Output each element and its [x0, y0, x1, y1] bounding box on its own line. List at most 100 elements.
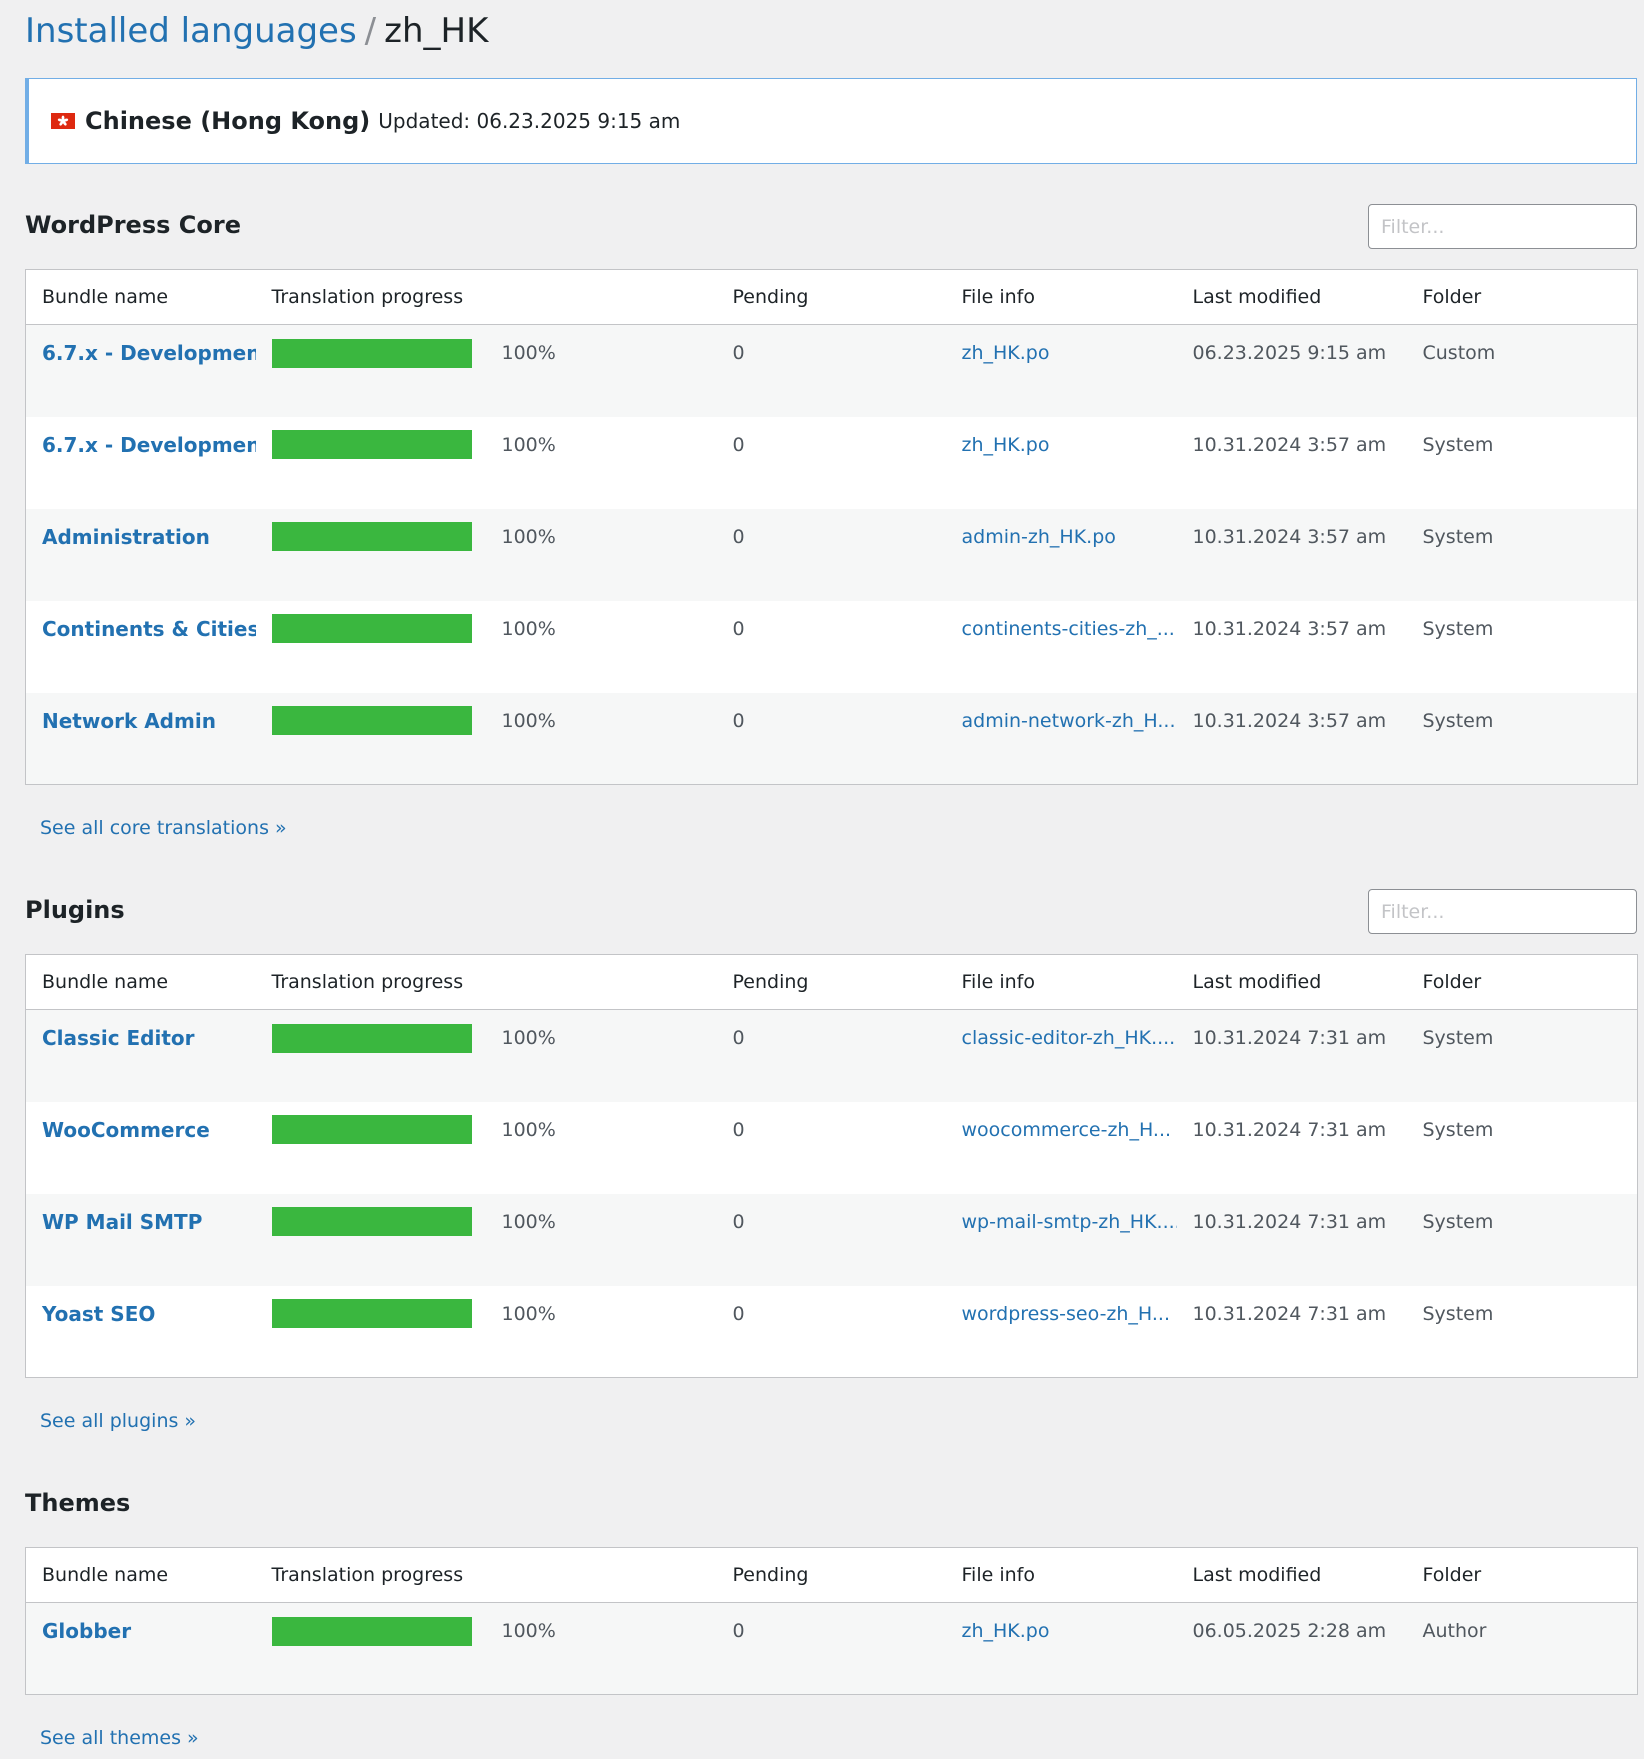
language-banner: Chinese (Hong Kong) Updated: 06.23.2025 …	[25, 78, 1637, 164]
last-modified: 10.31.2024 7:31 am	[1192, 1027, 1387, 1049]
progress-track	[271, 1023, 472, 1053]
file-link[interactable]: classic-editor-zh_HK....	[961, 1027, 1176, 1049]
cell: 6.7.x - Development	[25, 324, 256, 417]
cell: 10.31.2024 3:57 am	[1177, 417, 1407, 509]
see-all-row: See all core translations »	[25, 785, 1637, 849]
cell: 100%	[255, 324, 717, 417]
cell: Yoast SEO	[26, 1286, 256, 1378]
file-link[interactable]: woocommerce-zh_H...	[961, 1118, 1172, 1141]
progress-percent: 100%	[501, 1027, 556, 1049]
cell: wordpress-seo-zh_H...	[946, 1286, 1177, 1378]
header-row: Bundle name Translation progress Pending Fi…	[25, 954, 1638, 1010]
cell: 100%	[255, 1193, 717, 1286]
bundle-name[interactable]: Globber	[42, 1619, 132, 1643]
header-row: Bundle name Translation progress Pending Fi…	[25, 269, 1638, 325]
bundle-table: Bundle name Translation progress Pending Fi…	[25, 1547, 1638, 1695]
file-link[interactable]: wordpress-seo-zh_H...	[961, 1302, 1171, 1325]
progress-percent: 100%	[501, 1620, 556, 1642]
progress: 100%	[271, 1115, 717, 1144]
section-header: Themes	[25, 1442, 1637, 1547]
cell: 10.31.2024 3:57 am	[1177, 601, 1407, 693]
pending-count: 0	[732, 709, 745, 732]
cell: 10.31.2024 7:31 am	[1176, 1193, 1407, 1286]
cell: Classic Editor	[25, 1009, 256, 1102]
filter-input[interactable]	[1368, 204, 1637, 249]
bundle-name[interactable]: 6.7.x - Development	[42, 341, 256, 365]
progress: 100%	[271, 1616, 717, 1646]
progress-track	[271, 1616, 472, 1646]
table-body: Globber 100% 0 zh_HK.po 06.05.2025 2:28 am Au…	[25, 1602, 1638, 1695]
progress: 100%	[271, 338, 717, 368]
bundle-name[interactable]: WooCommerce	[42, 1117, 210, 1142]
cell: WP Mail SMTP	[25, 1193, 256, 1286]
file-link[interactable]: zh_HK.po	[961, 433, 1050, 456]
breadcrumb-link[interactable]: Installed languages	[25, 11, 357, 51]
file-link[interactable]: zh_HK.po	[961, 1620, 1050, 1642]
progress-track	[271, 614, 472, 643]
cell: 0	[716, 1193, 946, 1286]
file-link[interactable]: admin-zh_HK.po	[961, 525, 1116, 548]
cell: 0	[717, 1102, 946, 1194]
progress-track	[271, 1299, 472, 1328]
column-header: Last modified	[1176, 269, 1407, 325]
column-header: File info	[945, 269, 1177, 325]
cell: Custom	[1406, 324, 1638, 417]
breadcrumb-current: zh_HK	[384, 11, 489, 51]
cell: 06.05.2025 2:28 am	[1176, 1602, 1407, 1695]
progress-percent: 100%	[501, 1118, 556, 1141]
progress-track	[271, 430, 472, 459]
pending-count: 0	[732, 1027, 745, 1049]
progress-bar	[271, 430, 472, 459]
folder: System	[1422, 709, 1494, 732]
cell: classic-editor-zh_HK....	[945, 1009, 1177, 1102]
column-header: Last modified	[1176, 954, 1407, 1010]
column-header: Translation progress	[255, 1547, 717, 1603]
bundle-row: Continents & Cities 100% 0 continents-citie…	[26, 601, 1638, 693]
cell: 0	[717, 1286, 946, 1378]
bundle-name[interactable]: 6.7.x - Development	[42, 432, 256, 457]
column-header: Translation progress	[255, 954, 717, 1010]
folder: System	[1422, 1027, 1494, 1049]
cell: 100%	[255, 508, 717, 601]
column-header: Folder	[1406, 1547, 1638, 1603]
last-modified: 10.31.2024 7:31 am	[1192, 1210, 1387, 1233]
column-header: Folder	[1406, 954, 1638, 1010]
filter-input[interactable]	[1368, 889, 1637, 934]
file-link[interactable]: continents-cities-zh_...	[961, 617, 1175, 640]
last-modified: 10.31.2024 7:31 am	[1192, 1302, 1387, 1325]
folder: Author	[1422, 1620, 1487, 1642]
cell: 10.31.2024 3:57 am	[1176, 508, 1407, 601]
cell: System	[1406, 692, 1638, 785]
cell: 0	[717, 417, 946, 509]
bundle-name[interactable]: Administration	[42, 524, 210, 549]
progress-bar	[271, 522, 472, 551]
bundle-name[interactable]: WP Mail SMTP	[42, 1209, 203, 1234]
file-link[interactable]: wp-mail-smtp-zh_HK....	[961, 1210, 1177, 1233]
bundle-name[interactable]: Classic Editor	[42, 1026, 195, 1050]
bundle-row: Network Admin 100% 0 admin-network-zh_H... 1…	[25, 692, 1638, 785]
file-link[interactable]: zh_HK.po	[961, 342, 1050, 364]
see-all-row: See all themes »	[25, 1695, 1637, 1759]
cell: 10.31.2024 7:31 am	[1176, 1009, 1407, 1102]
see-all-link[interactable]: See all themes »	[40, 1727, 199, 1749]
section-header: WordPress Core	[25, 164, 1637, 269]
last-modified: 06.05.2025 2:28 am	[1192, 1620, 1387, 1642]
see-all-link[interactable]: See all core translations »	[40, 817, 287, 839]
progress: 100%	[271, 430, 717, 459]
bundle-name[interactable]: Continents & Cities	[42, 616, 256, 641]
progress-bar	[271, 338, 472, 368]
bundle-name[interactable]: Yoast SEO	[42, 1301, 156, 1326]
cell: continents-cities-zh_...	[946, 601, 1177, 693]
cell: System	[1407, 601, 1638, 693]
cell: 100%	[255, 692, 717, 785]
file-link[interactable]: admin-network-zh_H...	[961, 709, 1176, 732]
bundle-name[interactable]: Network Admin	[42, 708, 216, 733]
progress-percent: 100%	[501, 1210, 556, 1233]
progress: 100%	[271, 1023, 717, 1053]
cell: 06.23.2025 9:15 am	[1176, 324, 1407, 417]
folder: System	[1422, 1210, 1494, 1233]
see-all-link[interactable]: See all plugins »	[40, 1410, 197, 1432]
cell: 100%	[255, 1009, 717, 1102]
language-name: Chinese (Hong Kong)	[85, 107, 371, 135]
